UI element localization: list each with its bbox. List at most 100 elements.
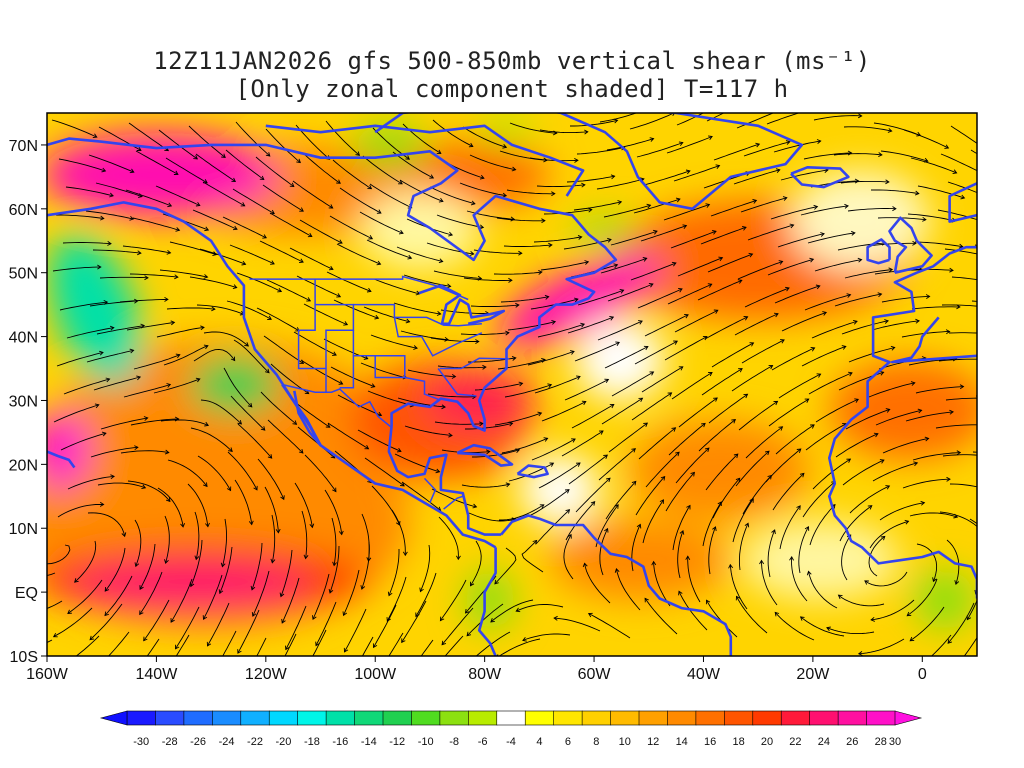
- lon-label: 0: [918, 666, 927, 683]
- streamline-arrow: [571, 438, 576, 443]
- streamline: [708, 393, 748, 424]
- streamline-arrow: [815, 284, 821, 290]
- streamline-arrow: [684, 313, 689, 319]
- streamline: [62, 242, 112, 245]
- streamline-arrow: [822, 311, 828, 316]
- streamline-arrow: [265, 152, 271, 157]
- streamline-arrow: [715, 164, 721, 169]
- streamline-arrow: [486, 449, 491, 455]
- streamline: [629, 113, 675, 130]
- streamline: [867, 242, 916, 247]
- streamline: [778, 373, 821, 399]
- streamline: [907, 213, 956, 222]
- lon-label: 100W: [354, 666, 397, 683]
- streamline-arrow: [609, 315, 615, 321]
- streamline-arrow: [212, 251, 218, 257]
- streamline-arrow: [644, 597, 649, 603]
- streamline-arrow: [405, 318, 411, 324]
- streamline: [738, 523, 749, 571]
- streamline: [51, 119, 97, 138]
- streamline: [303, 303, 348, 326]
- streamline-arrow: [773, 312, 779, 318]
- streamline-arrow: [398, 229, 404, 235]
- streamline: [260, 391, 297, 425]
- streamline: [597, 320, 643, 341]
- streamline-arrow: [367, 184, 373, 190]
- streamline-arrow: [136, 375, 142, 381]
- colorbar-label: 22: [789, 736, 801, 748]
- streamline-arrow: [279, 592, 285, 598]
- colorbar: -30 -28 -26 -24 -22 -20 -18 -16 -14 -12 -10 -8 -6 -4 4…: [99, 710, 923, 748]
- streamline-arrow: [924, 436, 930, 442]
- streamline: [947, 602, 975, 644]
- streamline-arrow: [646, 203, 652, 209]
- longitude-axis: 160W 140W 120W 100W 80W 60W 40W 20W 0: [26, 656, 927, 683]
- streamline-arrow: [226, 486, 232, 492]
- streamline-arrow: [759, 559, 765, 565]
- streamline: [606, 138, 654, 151]
- streamline: [588, 613, 631, 639]
- streamline-arrow: [660, 475, 666, 481]
- streamline: [674, 309, 719, 333]
- streamline-arrow: [303, 554, 309, 560]
- streamline: [294, 482, 313, 528]
- streamline: [139, 543, 156, 590]
- streamline-arrow: [981, 219, 985, 223]
- streamline: [401, 481, 441, 511]
- streamline-arrow: [396, 447, 402, 453]
- streamline-arrow: [631, 480, 637, 486]
- streamline: [330, 366, 375, 388]
- streamline-arrow: [713, 309, 719, 314]
- streamline: [163, 345, 209, 366]
- streamline: [431, 488, 477, 508]
- streamline: [880, 150, 928, 162]
- streamline-arrow: [813, 204, 819, 210]
- streamline: [195, 153, 236, 182]
- colorbar-swatch: [724, 710, 754, 726]
- streamline-arrow: [743, 393, 749, 399]
- streamline-arrow: [584, 129, 589, 135]
- streamline-arrow: [581, 400, 587, 406]
- streamline: [397, 397, 446, 408]
- streamline-arrow: [502, 192, 508, 198]
- map-frame: [46, 112, 978, 657]
- colorbar-swatch: [268, 710, 299, 726]
- streamline: [462, 126, 507, 148]
- streamline-arrow: [609, 403, 615, 409]
- streamline: [199, 248, 246, 265]
- streamline: [256, 637, 267, 656]
- streamline: [563, 239, 612, 250]
- streamline-arrow: [363, 355, 369, 360]
- streamline-arrow: [826, 626, 831, 632]
- streamline: [432, 119, 474, 147]
- streamline-arrow: [505, 330, 510, 336]
- streamline-arrow: [515, 607, 521, 613]
- streamline: [807, 232, 855, 244]
- streamline-arrow: [338, 530, 344, 536]
- streamline-arrow: [405, 155, 411, 160]
- streamline-arrow: [667, 392, 673, 397]
- colorbar-label: 4: [536, 736, 542, 748]
- streamline-arrow: [678, 366, 684, 371]
- streamline: [742, 475, 772, 515]
- streamline-arrow: [642, 109, 646, 113]
- streamline: [713, 143, 760, 161]
- streamline-arrow: [892, 206, 897, 212]
- coastline: [418, 284, 506, 326]
- streamline: [667, 283, 712, 305]
- streamline-arrow: [749, 342, 755, 347]
- streamline-arrow: [990, 396, 994, 400]
- streamline-arrow: [377, 411, 383, 417]
- streamline: [640, 225, 687, 242]
- colorbar-label: 14: [676, 736, 688, 748]
- streamline-arrow: [299, 207, 304, 212]
- streamline: [843, 126, 892, 132]
- colorbar-swatch: [581, 710, 612, 726]
- streamline: [849, 485, 890, 514]
- streamline-arrow: [638, 320, 643, 325]
- streamline: [469, 154, 516, 171]
- streamline-arrow: [925, 294, 931, 299]
- streamline: [772, 473, 805, 511]
- streamline-arrow: [913, 461, 919, 467]
- streamline: [537, 323, 585, 338]
